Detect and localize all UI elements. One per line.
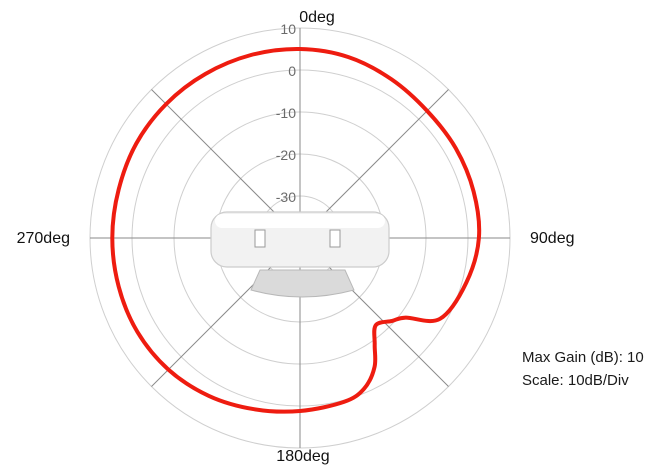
gain-trace (110, 46, 482, 414)
radial-tick-label: -20 (276, 147, 296, 163)
radial-tick-label: -30 (276, 189, 296, 205)
radial-tick-label: -10 (276, 105, 296, 121)
angle-label-270deg: 270deg (17, 230, 70, 247)
device-top-surface (215, 214, 385, 228)
device-base (250, 269, 355, 298)
angle-label-180deg: 180deg (276, 448, 329, 465)
gain-trace-line (110, 46, 482, 414)
max-gain-text: Max Gain (dB): 10 (522, 349, 644, 366)
device-slot-left (254, 229, 266, 248)
scale-text: Scale: 10dB/Div (522, 372, 629, 389)
angle-label-0deg: 0deg (299, 9, 335, 26)
angle-label-90deg: 90deg (530, 230, 575, 247)
radial-tick-labels: 10 0 -10 -20 -30 (276, 21, 296, 205)
radial-tick-label: 0 (288, 63, 296, 79)
radial-tick-label: 10 (280, 21, 296, 37)
device-slot-right (329, 229, 341, 248)
access-point-device-image (210, 211, 390, 298)
